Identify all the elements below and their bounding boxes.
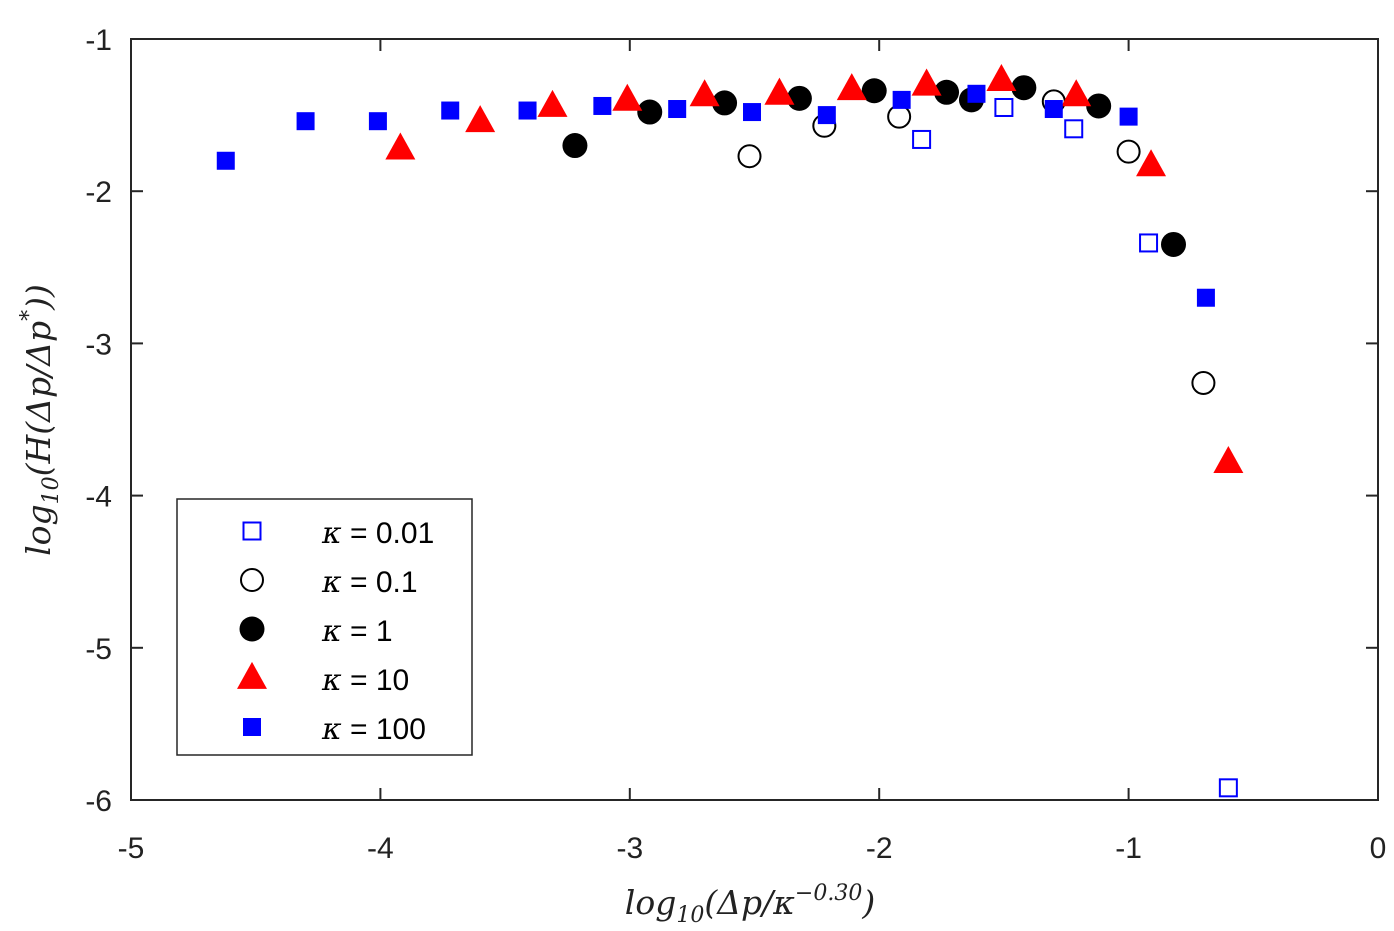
legend: κ = 0.01 κ = 0.1 κ = 1 κ = 10 κ = 100 [176, 498, 473, 756]
legend-kappa-symbol: κ [321, 614, 342, 649]
y-tick-label: -1 [85, 24, 112, 57]
data-point [737, 144, 762, 169]
x-tick-label: -1 [1115, 832, 1142, 865]
x-tick-label: -5 [118, 832, 145, 865]
y-axis-label: log10(H(Δp/Δp*)) [17, 284, 64, 556]
x-tick-label: -4 [367, 832, 394, 865]
legend-box [176, 498, 473, 756]
data-point [817, 106, 836, 125]
legend-marker-3 [237, 661, 267, 689]
legend-kappa-symbol: κ [321, 663, 342, 698]
data-point [892, 90, 911, 109]
data-point [562, 133, 588, 159]
x-label-subscript: 10 [676, 903, 704, 928]
x-axis-label: log10(Δp/κ−0.30) [625, 881, 875, 928]
legend-value: = 1 [342, 615, 393, 648]
y-label-body: (H(Δp/Δp [19, 321, 58, 477]
y-label-suffix: )) [19, 284, 58, 311]
x-tick-label: -3 [616, 832, 643, 865]
series-2 [562, 75, 1186, 257]
legend-marker-2 [239, 616, 265, 642]
data-points [216, 63, 1244, 798]
data-point [1139, 233, 1159, 253]
data-point [994, 97, 1014, 117]
legend-label-kappa-1: κ = 1 [321, 614, 393, 649]
data-point [612, 83, 643, 111]
data-point [836, 73, 867, 101]
x-label-superscript: −0.30 [795, 881, 862, 906]
data-point [668, 100, 687, 119]
y-tick-label: -3 [85, 328, 112, 361]
data-point [1196, 288, 1215, 307]
data-point [1160, 231, 1186, 257]
legend-marker-1 [240, 568, 264, 592]
series-0 [912, 97, 1238, 798]
data-point [1136, 149, 1167, 177]
y-tick-label: -2 [85, 176, 112, 209]
data-point [986, 63, 1017, 92]
data-point [1044, 100, 1063, 119]
data-point [743, 103, 762, 122]
data-point [385, 132, 416, 160]
y-label-subscript: 10 [39, 476, 64, 504]
data-point [518, 101, 537, 120]
y-label-superscript: * [17, 310, 42, 321]
legend-marker-0 [242, 521, 262, 541]
data-point [861, 78, 887, 104]
legend-value: = 10 [342, 664, 410, 697]
data-point [689, 79, 720, 107]
legend-kappa-symbol: κ [321, 712, 342, 747]
data-point [368, 112, 387, 131]
legend-markers [237, 521, 267, 736]
series-3 [385, 63, 1244, 474]
data-point [1191, 370, 1216, 395]
legend-label-kappa-100: κ = 100 [321, 712, 426, 747]
data-point [712, 90, 738, 116]
legend-value: = 0.1 [342, 566, 418, 599]
data-point [1011, 75, 1037, 101]
data-point [296, 112, 315, 131]
data-point [967, 84, 986, 103]
data-point [1213, 445, 1244, 474]
legend-label-kappa-01: κ = 0.1 [321, 565, 418, 600]
data-point [1061, 79, 1092, 107]
x-label-body: (Δp/κ [704, 883, 795, 922]
data-point [1119, 107, 1138, 126]
x-tick-label: 0 [1370, 832, 1387, 865]
data-point [912, 129, 932, 149]
legend-marker-4 [243, 718, 261, 736]
data-point [1116, 139, 1141, 164]
data-point [934, 79, 960, 105]
axis-ticks [130, 38, 1379, 801]
data-point [593, 96, 612, 115]
legend-value: = 100 [342, 713, 426, 746]
data-point [637, 99, 663, 125]
y-tick-label: -6 [85, 785, 112, 818]
legend-label-kappa-001: κ = 0.01 [321, 516, 434, 551]
y-label-prefix: log [19, 504, 58, 556]
data-point [764, 77, 795, 105]
data-point [1086, 93, 1112, 119]
legend-value: = 0.01 [342, 517, 435, 550]
x-label-suffix: ) [861, 883, 875, 922]
data-point [1064, 119, 1084, 139]
legend-label-kappa-10: κ = 10 [321, 663, 409, 698]
y-tick-labels: -6 -5 -4 -3 -2 -1 [85, 24, 112, 818]
legend-kappa-symbol: κ [321, 565, 342, 600]
x-tick-label: -2 [866, 832, 893, 865]
y-tick-label: -5 [85, 633, 112, 666]
data-point [911, 68, 942, 96]
data-point [216, 151, 235, 170]
data-point [465, 105, 496, 133]
data-point [441, 101, 460, 120]
legend-kappa-symbol: κ [321, 516, 342, 551]
y-tick-label: -4 [85, 481, 112, 514]
x-tick-labels: -5 -4 -3 -2 -1 0 [118, 832, 1387, 865]
series-4 [216, 84, 1215, 307]
data-point [1218, 778, 1238, 798]
x-label-prefix: log [625, 883, 677, 922]
data-point [537, 89, 568, 117]
